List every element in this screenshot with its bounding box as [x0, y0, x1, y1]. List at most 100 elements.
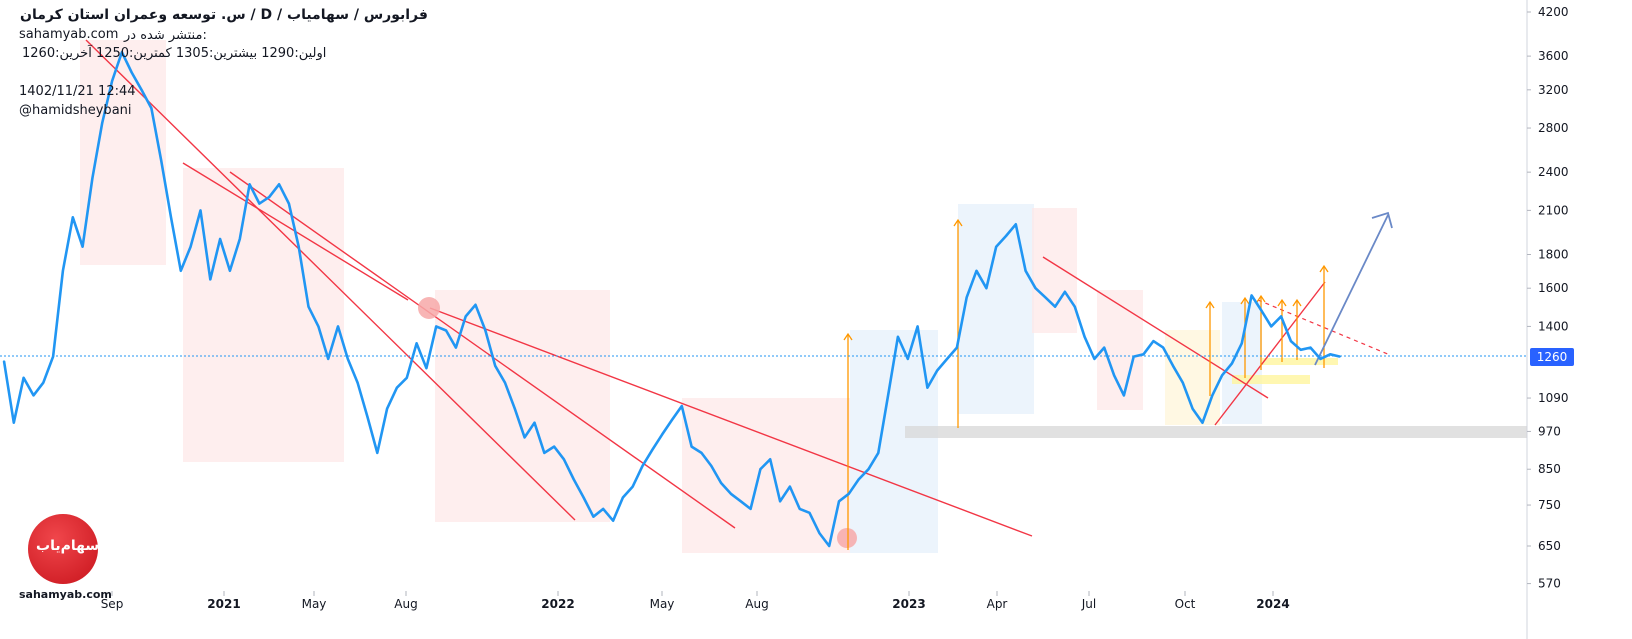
price-point-118: [1162, 346, 1165, 349]
price-point-31: [307, 305, 310, 308]
trend-line-2: [429, 307, 1033, 537]
price-point-40: [396, 386, 398, 389]
price-point-58: [572, 478, 575, 481]
projection-arrow: [1314, 214, 1389, 366]
price-point-95: [936, 369, 939, 372]
ohlc-stats: اولین:1290 بیشترین:1305 کمترین:1250 آخری…: [22, 46, 327, 61]
price-point-20: [199, 209, 202, 212]
price-point-123: [1211, 394, 1214, 397]
price-point-2: [22, 376, 25, 379]
y-tick-label-8: 1400: [1538, 319, 1569, 333]
price-point-84: [828, 545, 831, 547]
price-point-90: [887, 394, 889, 397]
support-zone-yellow: [1232, 375, 1310, 384]
price-point-121: [1191, 407, 1194, 410]
price-point-111: [1093, 358, 1096, 360]
price-point-22: [219, 238, 222, 240]
price-point-18: [179, 269, 182, 272]
price-point-56: [553, 445, 555, 448]
x-tick-label-9: Jul: [1081, 597, 1096, 611]
price-point-91: [897, 335, 899, 338]
price-point-29: [288, 202, 290, 205]
trend-line-1: [229, 171, 736, 529]
price-point-103: [1014, 223, 1017, 226]
price-point-12: [121, 51, 123, 54]
price-point-114: [1123, 394, 1125, 397]
price-point-99: [975, 269, 978, 272]
price-point-44: [435, 325, 438, 328]
price-point-30: [297, 245, 300, 248]
price-point-116: [1142, 353, 1145, 356]
target-arrow-head-2: [1205, 300, 1215, 309]
price-point-79: [779, 500, 781, 503]
x-tick-label-0: Sep: [101, 597, 124, 611]
price-point-73: [720, 482, 722, 484]
x-tick-label-1: 2021: [207, 597, 240, 611]
price-point-24: [238, 238, 241, 240]
price-point-109: [1073, 305, 1076, 308]
y-axis: 4200 3600 3200 2800 2400 2100 1800 1600 1400 1090…: [1527, 5, 1569, 591]
logo-text: سهام‌یاب: [36, 538, 100, 554]
price-point-11: [111, 80, 113, 82]
trend-line-5: [1214, 281, 1326, 426]
price-point-71: [700, 452, 703, 454]
price-point-15: [150, 107, 153, 110]
price-point-125: [1231, 362, 1233, 365]
price-point-94: [926, 386, 929, 389]
trend-line-0: [85, 39, 576, 521]
price-point-63: [622, 496, 624, 499]
y-tick-label-14: 650: [1538, 539, 1561, 553]
price-point-75: [739, 500, 742, 503]
price-point-25: [248, 183, 251, 186]
price-point-47: [464, 315, 467, 318]
zone-box-5: [958, 204, 1034, 414]
last-price-badge: 1260: [1530, 347, 1574, 366]
price-point-46: [455, 346, 457, 349]
price-point-62: [612, 519, 614, 522]
price-point-100: [985, 287, 988, 290]
price-point-53: [523, 436, 526, 439]
published-on-label: منتشر شده در:: [124, 28, 207, 43]
price-point-101: [995, 245, 998, 248]
price-point-65: [641, 465, 644, 467]
price-point-54: [533, 421, 536, 424]
price-point-19: [189, 245, 192, 248]
price-point-66: [651, 448, 654, 451]
y-tick-label-15: 570: [1538, 577, 1561, 591]
highlight-circle-bottom: [837, 528, 857, 548]
price-point-74: [730, 492, 732, 495]
price-point-127: [1250, 294, 1253, 297]
zones-layer: [80, 40, 1527, 553]
price-point-61: [602, 508, 605, 510]
zone-box-0: [80, 40, 166, 265]
price-point-17: [170, 216, 172, 219]
target-arrow-head-7: [1319, 264, 1329, 273]
price-point-69: [680, 405, 683, 407]
chart-title: س. توسعه وعمران استان کرمان / D / فرابور…: [20, 7, 428, 23]
price-points-layer: [3, 51, 1341, 547]
price-point-60: [592, 515, 595, 518]
price-point-39: [386, 407, 388, 410]
price-point-92: [906, 358, 909, 360]
price-point-119: [1172, 364, 1174, 367]
y-tick-label-2: 3200: [1538, 83, 1569, 97]
price-point-132: [1299, 348, 1302, 351]
price-point-42: [415, 342, 418, 345]
price-point-41: [405, 376, 408, 379]
site-label[interactable]: sahamyab.com: [19, 27, 119, 42]
y-tick-label-11: 970: [1538, 424, 1561, 438]
y-tick-label-7: 1600: [1538, 281, 1569, 295]
price-point-51: [504, 381, 506, 384]
price-point-48: [474, 303, 477, 306]
y-tick-label-5: 2100: [1538, 203, 1569, 217]
price-point-107: [1054, 305, 1056, 308]
price-point-32: [317, 325, 320, 328]
price-point-38: [376, 452, 379, 454]
price-point-6: [62, 269, 64, 272]
trend-overlays-layer: [85, 39, 1393, 550]
sahamyab-logo: [28, 514, 98, 584]
price-point-124: [1221, 374, 1223, 377]
price-point-76: [749, 508, 752, 510]
y-tick-label-1: 3600: [1538, 49, 1569, 63]
